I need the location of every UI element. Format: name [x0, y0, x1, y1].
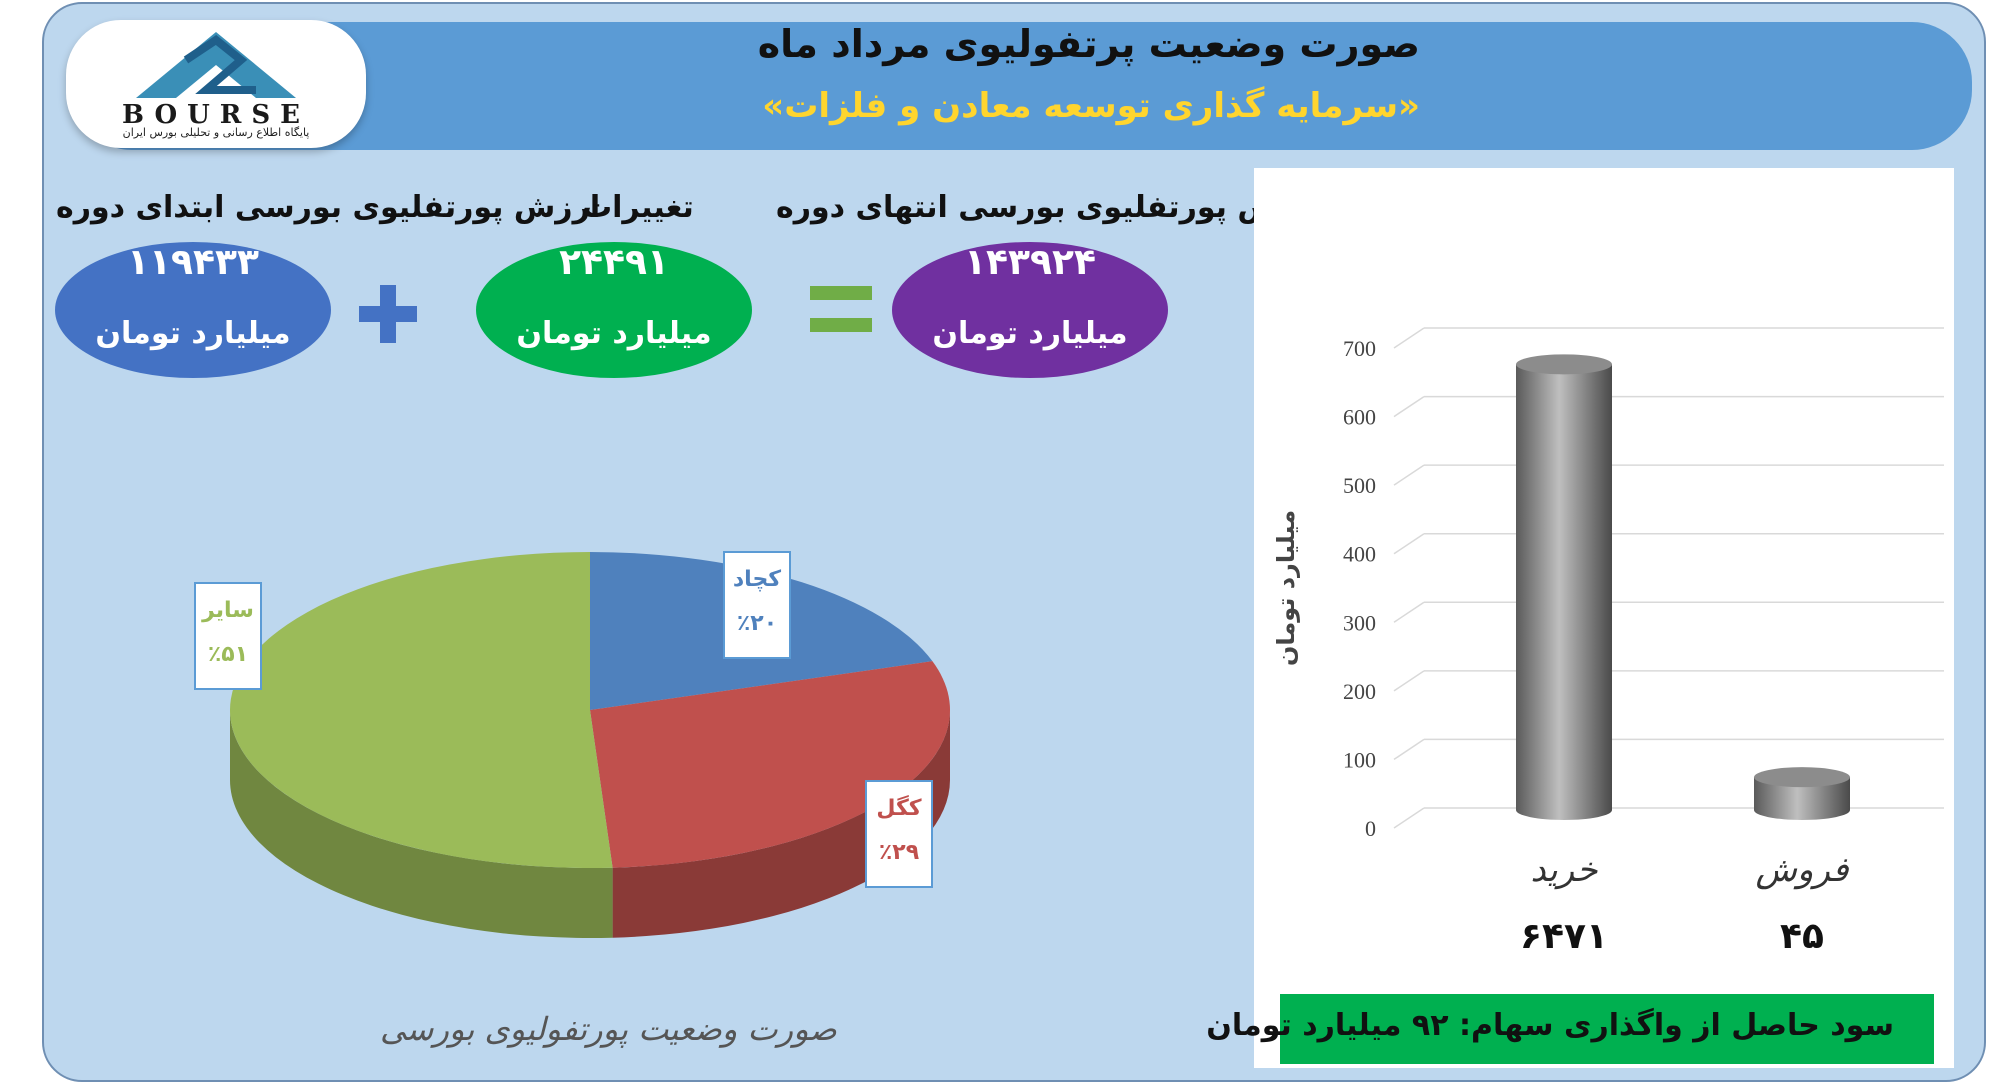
end-value: ۱۴۳۹۲۴ [964, 242, 1096, 283]
bar-cylinder-top-0 [1516, 354, 1612, 375]
bar-cylinder-0 [1516, 364, 1612, 820]
pie-label-kgol: کگل ٪۲۹ [865, 780, 933, 888]
end-value-unit: میلیارد تومان [932, 316, 1128, 351]
bar-y-axis-label: میلیارد تومان [1272, 510, 1300, 666]
bar-chart-panel: 0 100 200 300 400 500 600 700 خرید ۶۴۷۱ فروش ۴۵ می… [1254, 168, 1954, 1068]
bar-gridline-depth [1393, 807, 1425, 829]
end-value-label: ارزش پورتفلیوی بورسی انتهای دوره [776, 190, 1324, 225]
bar-y-tick: 700 [1343, 336, 1376, 361]
bar-y-tick: 400 [1343, 542, 1376, 567]
start-value: ۱۱۹۴۳۳ [127, 242, 259, 283]
bar-gridline-depth [1393, 395, 1425, 418]
bar-category-label: خرید [1530, 850, 1598, 890]
bar-value-label: ۴۵ [1780, 916, 1824, 957]
bar-y-tick: 200 [1343, 679, 1376, 704]
pie-label-kgol-name: کگل [876, 796, 922, 821]
start-value-unit: میلیارد تومان [95, 316, 291, 351]
pie-label-kchad-pct: ٪۲۰ [736, 611, 778, 636]
pie-chart [230, 552, 951, 938]
bar-chart: 0 100 200 300 400 500 600 700 خرید ۶۴۷۱ فروش ۴۵ می… [1272, 327, 1944, 957]
page-title: صورت وضعیت پرتفولیوی مرداد ماه [757, 22, 1420, 66]
bar-y-tick: 100 [1343, 747, 1376, 772]
bar-gridline-depth [1393, 670, 1425, 692]
bar-y-tick: 600 [1343, 405, 1376, 430]
pie-label-sayer-name: سایر [202, 598, 254, 623]
change-label: تغییرات [582, 190, 694, 225]
pie-label-kchad-name: کچاد [732, 567, 782, 592]
bar-gridline-depth [1393, 533, 1425, 555]
pie-side-2 [230, 710, 613, 938]
bar-gridline-depth [1393, 738, 1425, 761]
pie-label-kchad: کچاد ٪۲۰ [723, 551, 791, 659]
logo-text: BOURSE [122, 100, 310, 130]
bar-category-label: فروش [1756, 850, 1850, 890]
bar-gridline-depth [1393, 464, 1425, 486]
header-band [72, 22, 1972, 150]
bar-cylinder-1 [1754, 777, 1850, 820]
pie-slice-1 [590, 661, 951, 868]
card-overlay [42, 2, 1986, 1082]
bar-y-tick: 0 [1365, 816, 1376, 841]
change-unit: میلیارد تومان [516, 316, 712, 351]
bar-gridline-depth [1393, 601, 1425, 623]
change-value: ۲۴۴۹۱ [559, 242, 669, 283]
bar-gridline-depth [1393, 327, 1425, 349]
equals-icon [810, 286, 872, 300]
start-value-ellipse: ۱۱۹۴۳۳ میلیارد تومان [55, 242, 331, 378]
logo-subtitle: پایگاه اطلاع رسانی و تحلیلی بورس ایران [122, 126, 310, 139]
logo: BOURSE پایگاه اطلاع رسانی و تحلیلی بورس … [66, 20, 366, 148]
bar-y-tick: 500 [1343, 473, 1376, 498]
pie-label-kgol-pct: ٪۲۹ [878, 840, 920, 865]
start-value-label: ارزش پورتفلیوی بورسی ابتدای دوره [56, 190, 601, 225]
page-subtitle: «سرمایه گذاری توسعه معادن و فلزات» [762, 86, 1420, 126]
pie-label-sayer: سایر ٪۵۱ [194, 582, 262, 690]
plus-icon-bar [359, 306, 417, 322]
bar-y-tick: 300 [1343, 610, 1376, 635]
profit-text: سود حاصل از واگذاری سهام: ۹۲ میلیارد توم… [1206, 1008, 1894, 1043]
pie-slice-2 [230, 552, 613, 868]
pie-label-sayer-pct: ٪۵۱ [207, 642, 249, 667]
bar-cylinder-top-1 [1754, 767, 1850, 788]
bar-value-label: ۶۴۷۱ [1520, 916, 1608, 957]
equals-icon-bar [810, 318, 872, 332]
logo-mark-icon [136, 32, 296, 98]
change-ellipse: ۲۴۴۹۱ میلیارد تومان [476, 242, 752, 378]
end-value-ellipse: ۱۴۳۹۲۴ میلیارد تومان [892, 242, 1168, 378]
profit-banner: سود حاصل از واگذاری سهام: ۹۲ میلیارد توم… [1206, 994, 1934, 1064]
pie-caption: صورت وضعیت پورتفولیوی بورسی [380, 1010, 837, 1048]
